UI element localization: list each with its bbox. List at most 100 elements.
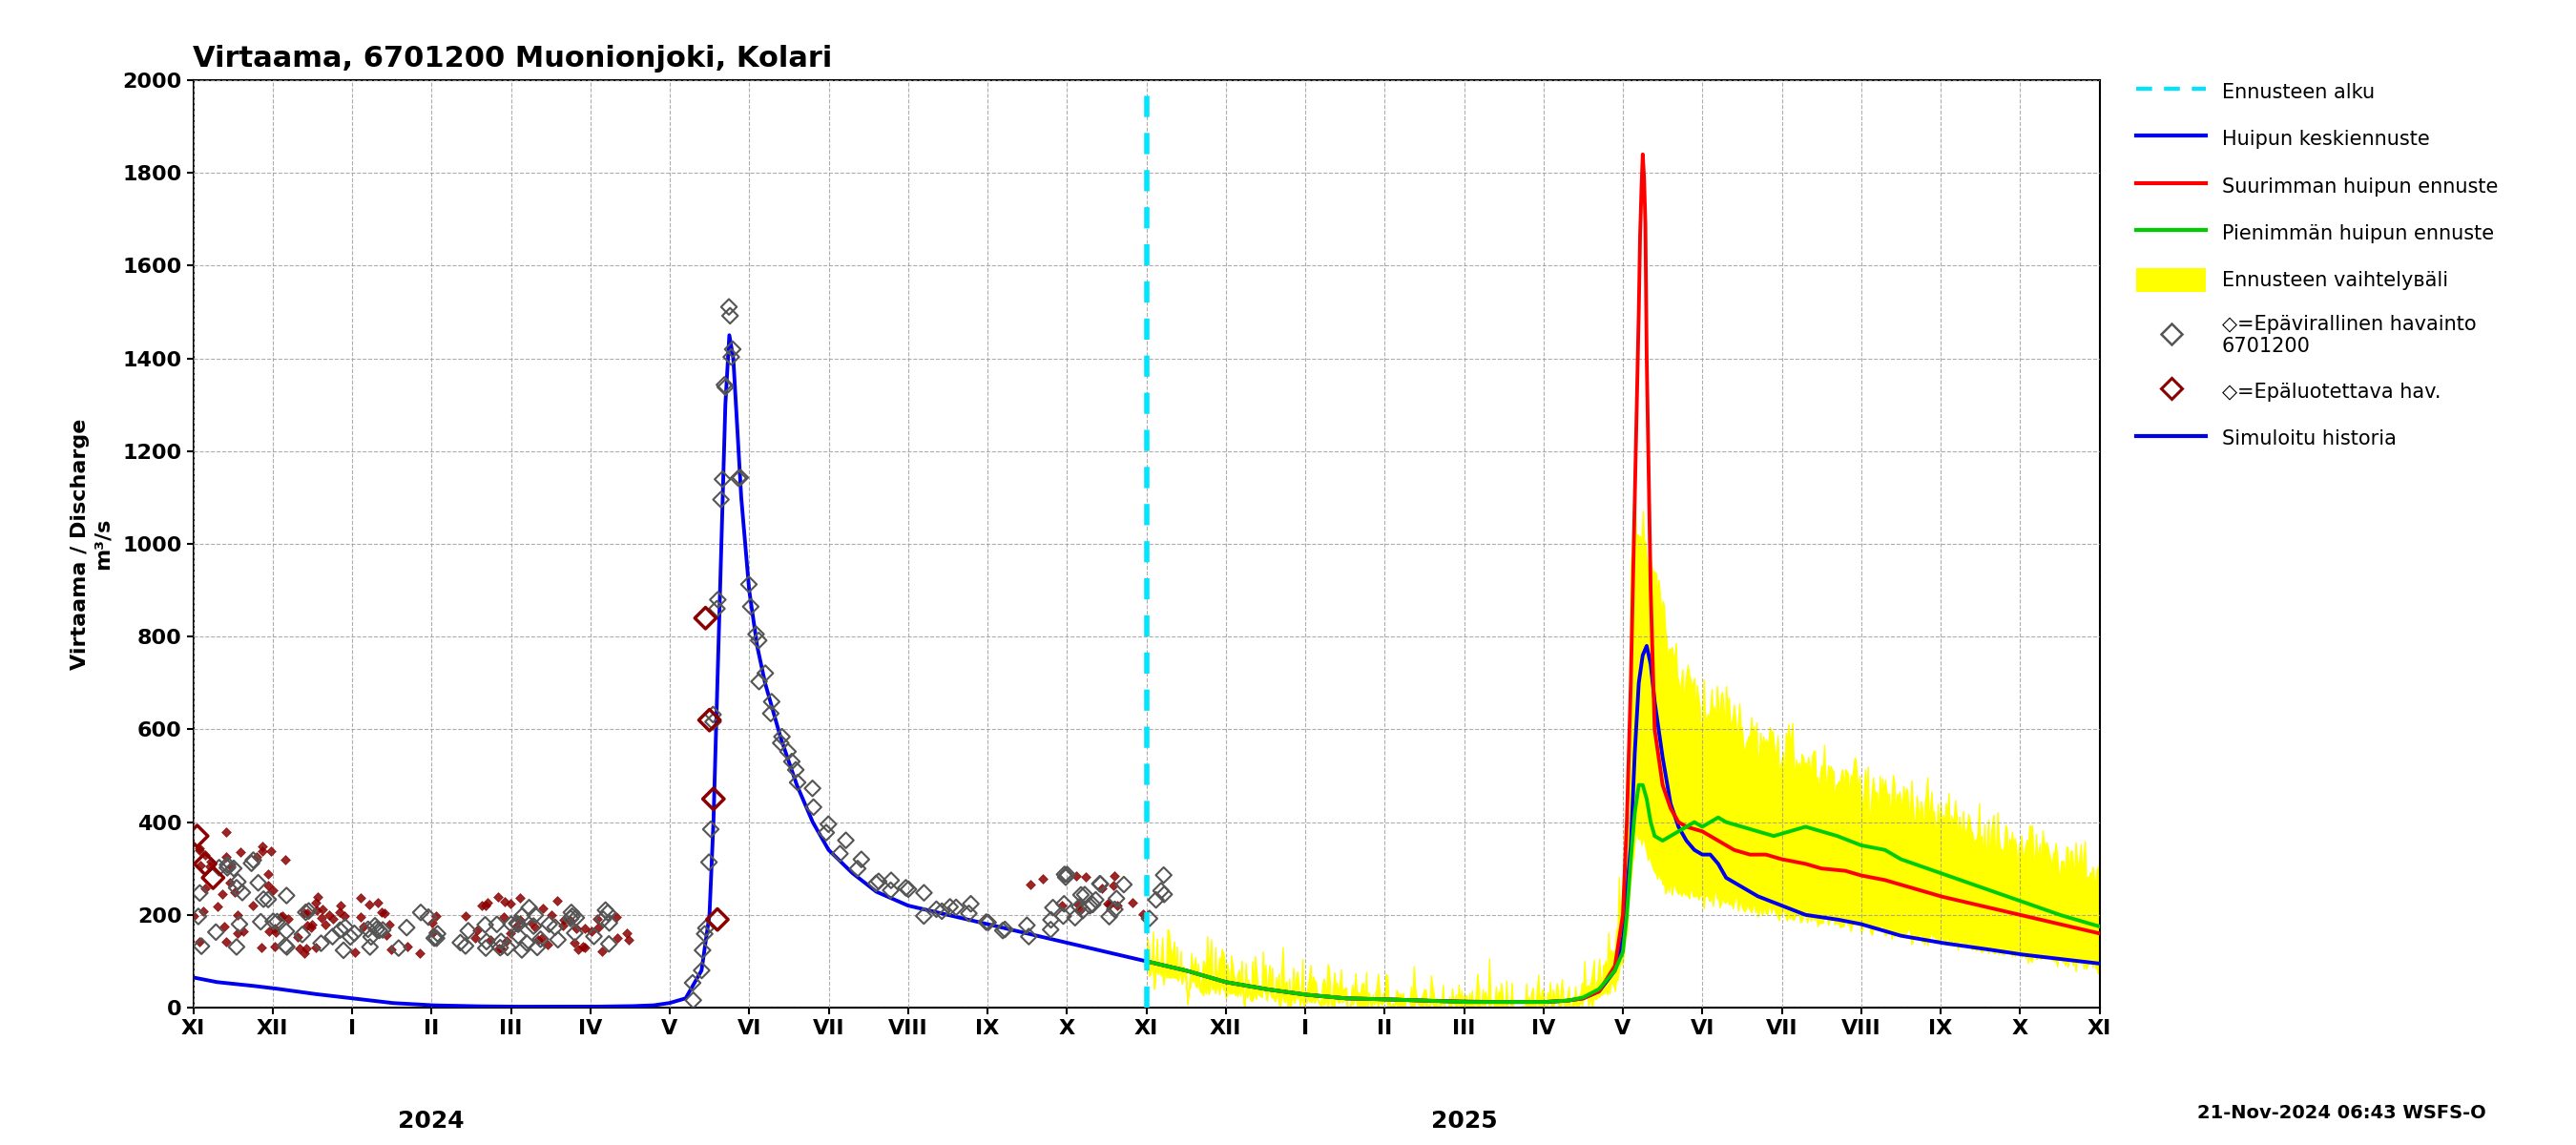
Point	[1144, 885, 1185, 903]
Point	[948, 905, 989, 923]
Point	[255, 919, 296, 938]
Point	[531, 906, 572, 924]
Point	[466, 932, 507, 950]
Point	[232, 895, 273, 914]
Point	[520, 930, 562, 948]
Point	[538, 931, 580, 949]
Point	[556, 919, 598, 938]
Point	[518, 931, 559, 949]
Point	[180, 839, 222, 858]
Point	[711, 348, 752, 366]
Point	[510, 914, 551, 932]
Point	[672, 973, 714, 992]
Point	[487, 932, 528, 950]
Point	[379, 939, 420, 957]
Point	[240, 913, 281, 931]
Point	[719, 469, 760, 488]
Point	[497, 915, 538, 933]
Point	[479, 940, 520, 958]
Point	[219, 915, 260, 933]
Point	[477, 887, 518, 906]
Point	[301, 900, 343, 918]
Point	[286, 940, 327, 958]
Point	[904, 907, 945, 925]
Point	[1079, 875, 1121, 893]
Point	[1043, 866, 1084, 884]
Point	[222, 883, 263, 901]
Point	[608, 931, 649, 949]
Point	[276, 927, 317, 946]
Point	[466, 939, 507, 957]
Point	[312, 927, 353, 946]
Point	[1097, 897, 1139, 915]
Point	[440, 933, 482, 951]
Point	[206, 859, 247, 877]
Point	[399, 903, 440, 922]
Point	[768, 742, 809, 760]
Point	[216, 906, 258, 924]
Point	[412, 914, 453, 932]
Point	[350, 938, 392, 956]
Point	[348, 895, 389, 914]
Point	[564, 938, 605, 956]
Point	[178, 827, 219, 845]
Point	[1043, 894, 1084, 913]
Point	[185, 854, 227, 872]
Point	[598, 929, 639, 947]
Point	[739, 631, 781, 649]
Point	[263, 907, 304, 925]
Point	[265, 922, 307, 940]
Point	[951, 894, 992, 913]
Point	[361, 903, 402, 922]
Point	[178, 932, 219, 950]
Point	[685, 609, 726, 627]
Point	[415, 929, 456, 947]
Point	[1095, 900, 1136, 918]
Point	[216, 872, 258, 891]
Point	[871, 882, 912, 900]
Point	[209, 874, 250, 892]
Point	[500, 910, 541, 929]
Point	[587, 903, 629, 922]
Point	[551, 907, 592, 925]
Point	[778, 773, 819, 791]
Point	[683, 941, 724, 960]
Point	[242, 837, 283, 855]
Point	[544, 911, 585, 930]
Point	[252, 881, 294, 899]
Point	[1056, 895, 1097, 914]
Point	[533, 918, 574, 937]
Point	[350, 927, 392, 946]
Point	[296, 887, 337, 906]
Point	[505, 934, 546, 953]
Point	[984, 921, 1025, 939]
Point	[855, 874, 896, 892]
Point	[680, 962, 721, 980]
Point	[399, 945, 440, 963]
Point	[966, 913, 1007, 931]
Point	[469, 931, 510, 949]
Point	[178, 907, 219, 925]
Point	[528, 935, 569, 954]
Point	[515, 906, 556, 924]
Point	[206, 932, 247, 950]
Point	[775, 760, 817, 779]
Point	[477, 915, 518, 933]
Point	[240, 938, 281, 956]
Point	[204, 917, 245, 935]
Point	[1056, 867, 1097, 885]
Point	[286, 916, 327, 934]
Point	[590, 914, 631, 932]
Point	[255, 923, 296, 941]
Point	[703, 376, 744, 394]
Point	[1128, 909, 1170, 927]
Point	[1007, 916, 1048, 934]
Point	[358, 922, 399, 940]
Point	[250, 923, 291, 941]
Point	[242, 890, 283, 908]
Point	[685, 919, 726, 938]
Point	[304, 916, 345, 934]
Point	[366, 926, 407, 945]
Point	[554, 924, 595, 942]
Point	[368, 915, 410, 933]
